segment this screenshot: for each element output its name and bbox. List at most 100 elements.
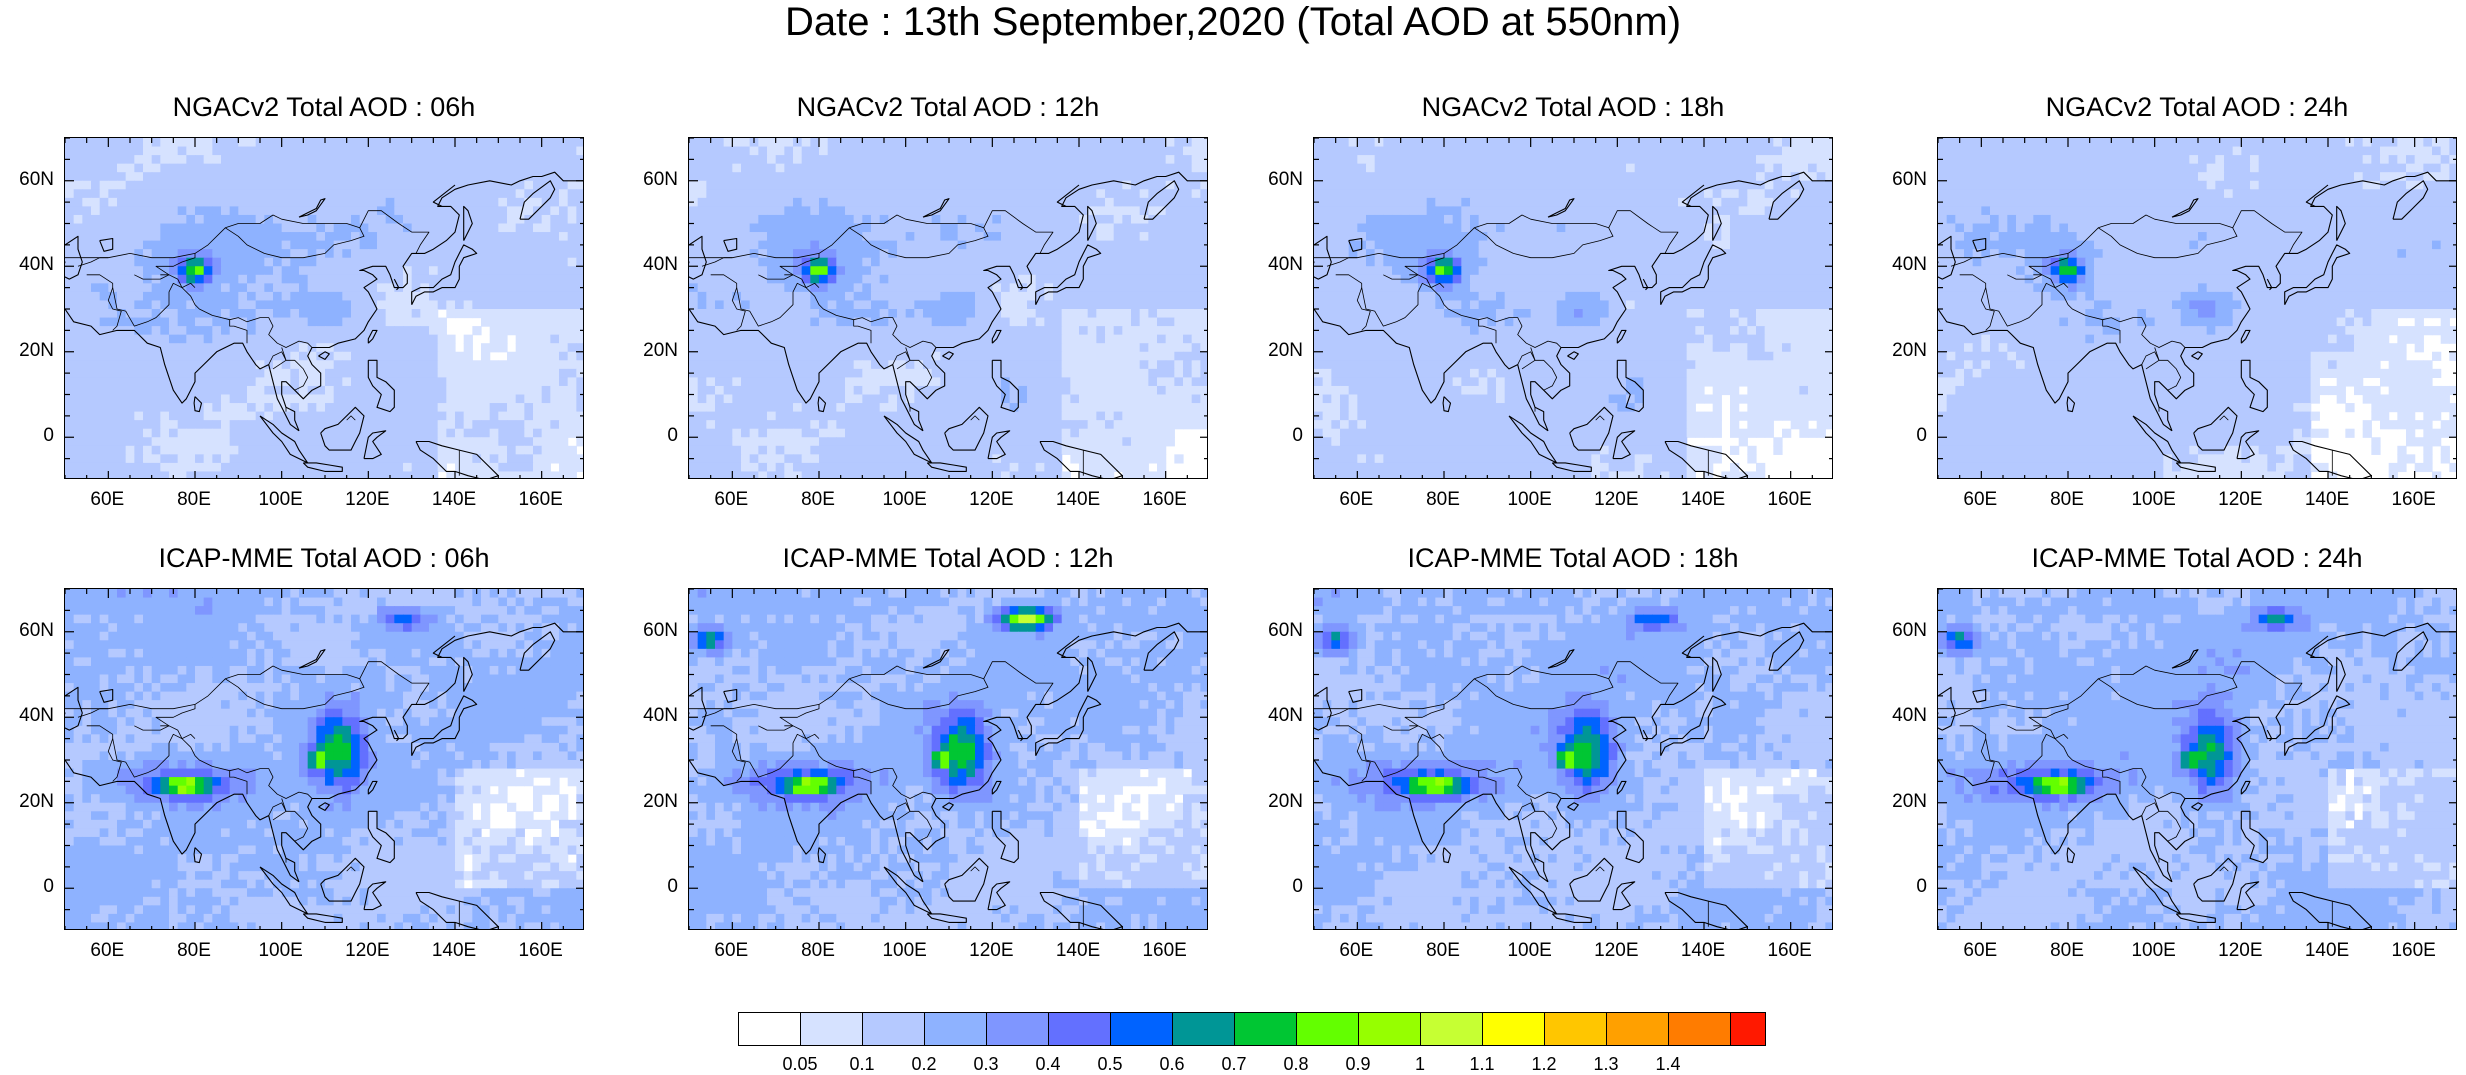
aod-field-svg (689, 589, 1208, 930)
lat-tick-label: 0 (1867, 876, 1927, 898)
lon-tick-label: 60E (72, 940, 142, 962)
colorbar-swatch (862, 1012, 925, 1046)
lon-tick-label: 160E (2379, 940, 2449, 962)
colorbar-swatch (1172, 1012, 1235, 1046)
lat-tick-label: 60N (0, 620, 54, 642)
lat-tick-label: 60N (618, 169, 678, 191)
lon-tick-label: 80E (1408, 489, 1478, 511)
lon-tick-label: 140E (2292, 940, 2362, 962)
lon-tick-label: 140E (2292, 489, 2362, 511)
lat-tick-label: 20N (618, 340, 678, 362)
aod-map (1313, 588, 1833, 930)
aod-grid-cells (689, 589, 1208, 930)
lat-tick-label: 0 (0, 425, 54, 447)
panel-title: NGACv2 Total AOD : 24h (1937, 92, 2457, 122)
lon-tick-label: 140E (1668, 489, 1738, 511)
aod-grid-cells (1314, 138, 1833, 479)
lon-tick-label: 160E (506, 940, 576, 962)
lon-tick-label: 60E (1945, 489, 2015, 511)
lat-tick-label: 0 (618, 425, 678, 447)
lat-tick-label: 20N (618, 791, 678, 813)
panel-title: NGACv2 Total AOD : 18h (1313, 92, 1833, 122)
aod-field-svg (65, 138, 584, 479)
lat-tick-label: 20N (1243, 340, 1303, 362)
lat-tick-label: 20N (1867, 791, 1927, 813)
lon-tick-label: 80E (159, 940, 229, 962)
aod-field-svg (1314, 589, 1833, 930)
lon-tick-label: 60E (696, 940, 766, 962)
lon-tick-label: 120E (332, 940, 402, 962)
colorbar-label: 0.4 (1018, 1054, 1078, 1075)
aod-map (64, 137, 584, 479)
lon-tick-label: 100E (2119, 940, 2189, 962)
aod-map (1313, 137, 1833, 479)
lat-tick-label: 0 (1867, 425, 1927, 447)
colorbar-swatch (800, 1012, 863, 1046)
colorbar-swatch (1544, 1012, 1607, 1046)
lat-tick-label: 0 (1243, 876, 1303, 898)
lon-tick-label: 100E (2119, 489, 2189, 511)
lon-tick-label: 80E (783, 489, 853, 511)
aod-map (688, 588, 1208, 930)
colorbar-label: 1.4 (1638, 1054, 1698, 1075)
lat-tick-label: 0 (618, 876, 678, 898)
lon-tick-label: 140E (1668, 940, 1738, 962)
lat-tick-label: 40N (618, 705, 678, 727)
aod-grid-cells (65, 589, 584, 930)
lat-tick-label: 0 (0, 876, 54, 898)
lat-tick-label: 40N (1243, 705, 1303, 727)
lon-tick-label: 140E (1043, 940, 1113, 962)
colorbar-label: 1.3 (1576, 1054, 1636, 1075)
lon-tick-label: 120E (332, 489, 402, 511)
lat-tick-label: 40N (1867, 254, 1927, 276)
lat-tick-label: 60N (618, 620, 678, 642)
lat-tick-label: 0 (1243, 425, 1303, 447)
lon-tick-label: 160E (1130, 489, 1200, 511)
panel-title: NGACv2 Total AOD : 06h (64, 92, 584, 122)
colorbar-label: 0.3 (956, 1054, 1016, 1075)
colorbar-label: 0.8 (1266, 1054, 1326, 1075)
colorbar-swatch (1234, 1012, 1297, 1046)
lat-tick-label: 60N (1867, 620, 1927, 642)
lon-tick-label: 120E (956, 489, 1026, 511)
lat-tick-label: 20N (1243, 791, 1303, 813)
aod-grid-cells (1938, 138, 2457, 479)
lon-tick-label: 120E (1581, 489, 1651, 511)
panel-title: ICAP-MME Total AOD : 12h (688, 543, 1208, 573)
aod-field-svg (65, 589, 584, 930)
lon-tick-label: 100E (870, 489, 940, 511)
colorbar-label: 0.2 (894, 1054, 954, 1075)
lat-tick-label: 60N (0, 169, 54, 191)
lon-tick-label: 140E (419, 940, 489, 962)
lat-tick-label: 60N (1867, 169, 1927, 191)
lon-tick-label: 120E (2205, 940, 2275, 962)
lon-tick-label: 140E (419, 489, 489, 511)
aod-field-svg (1938, 138, 2457, 479)
lon-tick-label: 80E (159, 489, 229, 511)
colorbar-swatch (1730, 1012, 1766, 1046)
aod-grid-cells (689, 138, 1208, 479)
colorbar-label: 0.7 (1204, 1054, 1264, 1075)
figure-title: Date : 13th September,2020 (Total AOD at… (0, 0, 2466, 44)
lon-tick-label: 160E (2379, 489, 2449, 511)
colorbar-label: 1 (1390, 1054, 1450, 1075)
aod-grid-cells (1938, 589, 2457, 930)
panel-title: ICAP-MME Total AOD : 06h (64, 543, 584, 573)
lon-tick-label: 120E (2205, 489, 2275, 511)
lat-tick-label: 40N (1867, 705, 1927, 727)
lat-tick-label: 40N (0, 705, 54, 727)
colorbar-swatch (1420, 1012, 1483, 1046)
panel-title: NGACv2 Total AOD : 12h (688, 92, 1208, 122)
colorbar-swatch (1358, 1012, 1421, 1046)
colorbar-label: 1.1 (1452, 1054, 1512, 1075)
lat-tick-label: 20N (1867, 340, 1927, 362)
lat-tick-label: 60N (1243, 620, 1303, 642)
aod-field-svg (1314, 138, 1833, 479)
lon-tick-label: 160E (506, 489, 576, 511)
aod-map (1937, 137, 2457, 479)
colorbar-swatch (1482, 1012, 1545, 1046)
colorbar-swatch (1296, 1012, 1359, 1046)
colorbar-label: 0.5 (1080, 1054, 1140, 1075)
colorbar-label: 0.9 (1328, 1054, 1388, 1075)
lon-tick-label: 60E (1321, 489, 1391, 511)
